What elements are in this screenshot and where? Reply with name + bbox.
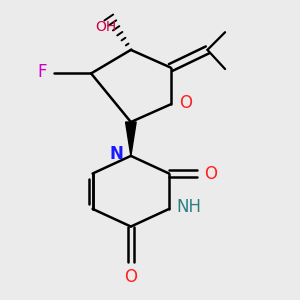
Text: O: O xyxy=(124,268,137,286)
Text: NH: NH xyxy=(176,198,202,216)
Text: N: N xyxy=(110,146,124,164)
Text: O: O xyxy=(179,94,192,112)
Text: O: O xyxy=(205,165,218,183)
Text: F: F xyxy=(38,63,47,81)
Polygon shape xyxy=(126,122,136,156)
Text: OH: OH xyxy=(95,20,116,34)
